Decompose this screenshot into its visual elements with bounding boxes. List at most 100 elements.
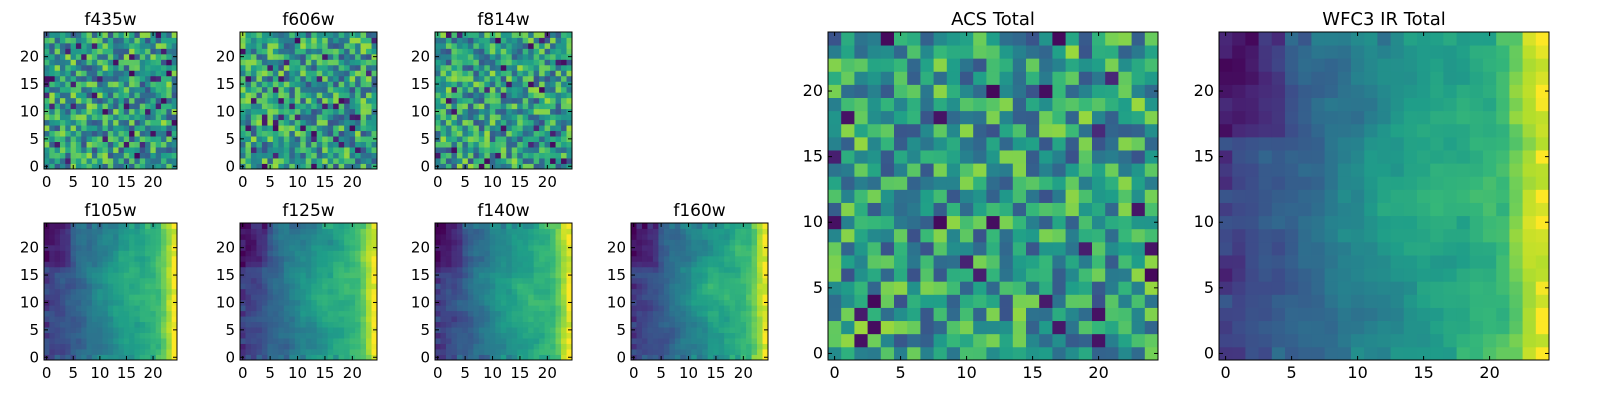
heatmap-cell (462, 349, 468, 355)
heatmap-cell (550, 153, 556, 159)
heatmap-cell (1066, 255, 1080, 269)
heatmap-cell (512, 98, 518, 104)
heatmap-cell (484, 338, 490, 344)
heatmap-cell (550, 256, 556, 262)
heatmap-cell (986, 294, 1000, 308)
heatmap-cell (550, 59, 556, 65)
heatmap-cell (355, 294, 361, 300)
heatmap-cell (680, 344, 686, 350)
heatmap-cell (539, 98, 545, 104)
heatmap-cell (278, 153, 284, 159)
heatmap-cell (675, 338, 681, 344)
heatmap-cell (1079, 189, 1093, 203)
heatmap-cell (76, 125, 82, 131)
heatmap-cell (894, 294, 908, 308)
heatmap-cell (273, 283, 279, 289)
heatmap-cell (81, 316, 87, 322)
heatmap-cell (113, 92, 119, 98)
heatmap-cell (278, 114, 284, 120)
heatmap-cell (322, 338, 328, 344)
heatmap-cell (501, 125, 507, 131)
heatmap-cell (81, 234, 87, 240)
heatmap-cell (691, 311, 697, 317)
heatmap-cell (647, 223, 653, 229)
heatmap-cell (284, 278, 290, 284)
heatmap-cell (350, 272, 356, 278)
heatmap-cell (495, 283, 501, 289)
heatmap-cell (76, 65, 82, 71)
heatmap-cell (333, 327, 339, 333)
heatmap-cell (462, 333, 468, 339)
heatmap-cell (284, 316, 290, 322)
heatmap-cell (295, 278, 301, 284)
heatmap-cell (113, 261, 119, 267)
heatmap-cell (339, 327, 345, 333)
heatmap-cell (278, 261, 284, 267)
heatmap-cell (113, 289, 119, 295)
heatmap-cell (539, 153, 545, 159)
heatmap-cell (669, 278, 675, 284)
y-tick-label: 0 (420, 157, 430, 175)
heatmap-cell (713, 327, 719, 333)
heatmap-cell (328, 125, 334, 131)
heatmap-cell (344, 338, 350, 344)
heatmap-cell (76, 349, 82, 355)
heatmap-cell (735, 311, 741, 317)
heatmap-cell (118, 54, 124, 60)
heatmap-cell (636, 272, 642, 278)
heatmap-cell (1066, 321, 1080, 335)
heatmap-cell (166, 349, 172, 355)
heatmap-cell (702, 223, 708, 229)
heatmap-cell (161, 136, 167, 142)
heatmap-cell (451, 87, 457, 93)
heatmap-cell (295, 300, 301, 306)
heatmap-cell (457, 98, 463, 104)
heatmap-cell (719, 283, 725, 289)
heatmap-cell (300, 92, 306, 98)
heatmap-cell (534, 305, 540, 311)
heatmap-cell (267, 125, 273, 131)
heatmap-cell (490, 344, 496, 350)
heatmap-cell (440, 322, 446, 328)
heatmap-cell (512, 43, 518, 49)
heatmap-cell (344, 76, 350, 82)
heatmap-cell (462, 228, 468, 234)
heatmap-cell (556, 120, 562, 126)
heatmap-cell (240, 65, 246, 71)
heatmap-cell (523, 228, 529, 234)
heatmap-cell (556, 59, 562, 65)
heatmap-cell (284, 103, 290, 109)
heatmap-cell (752, 316, 758, 322)
heatmap-cell (76, 59, 82, 65)
heatmap-cell (289, 338, 295, 344)
heatmap-cell (166, 76, 172, 82)
heatmap-cell (446, 103, 452, 109)
heatmap-cell (118, 114, 124, 120)
heatmap-cell (65, 344, 71, 350)
heatmap-cell (245, 344, 251, 350)
heatmap-cell (512, 87, 518, 93)
heatmap-cell (907, 308, 921, 322)
heatmap-cell (289, 54, 295, 60)
heatmap-cell (501, 294, 507, 300)
heatmap-cell (697, 256, 703, 262)
heatmap-cell (284, 136, 290, 142)
heatmap-cell (97, 239, 103, 245)
heatmap-cell (664, 239, 670, 245)
heatmap-cell (462, 153, 468, 159)
heatmap-cell (161, 81, 167, 87)
heatmap-cell (108, 48, 114, 54)
heatmap-cell (273, 136, 279, 142)
heatmap-cell (262, 228, 268, 234)
x-tick-label: 10 (679, 364, 698, 382)
heatmap-cell (273, 261, 279, 267)
heatmap-cell (278, 48, 284, 54)
heatmap-cell (495, 239, 501, 245)
heatmap-cell (642, 289, 648, 295)
heatmap-cell (1013, 242, 1027, 256)
heatmap-cell (647, 349, 653, 355)
heatmap-cell (550, 278, 556, 284)
heatmap-cell (523, 114, 529, 120)
heatmap-cell (719, 322, 725, 328)
heatmap-cell (256, 344, 262, 350)
